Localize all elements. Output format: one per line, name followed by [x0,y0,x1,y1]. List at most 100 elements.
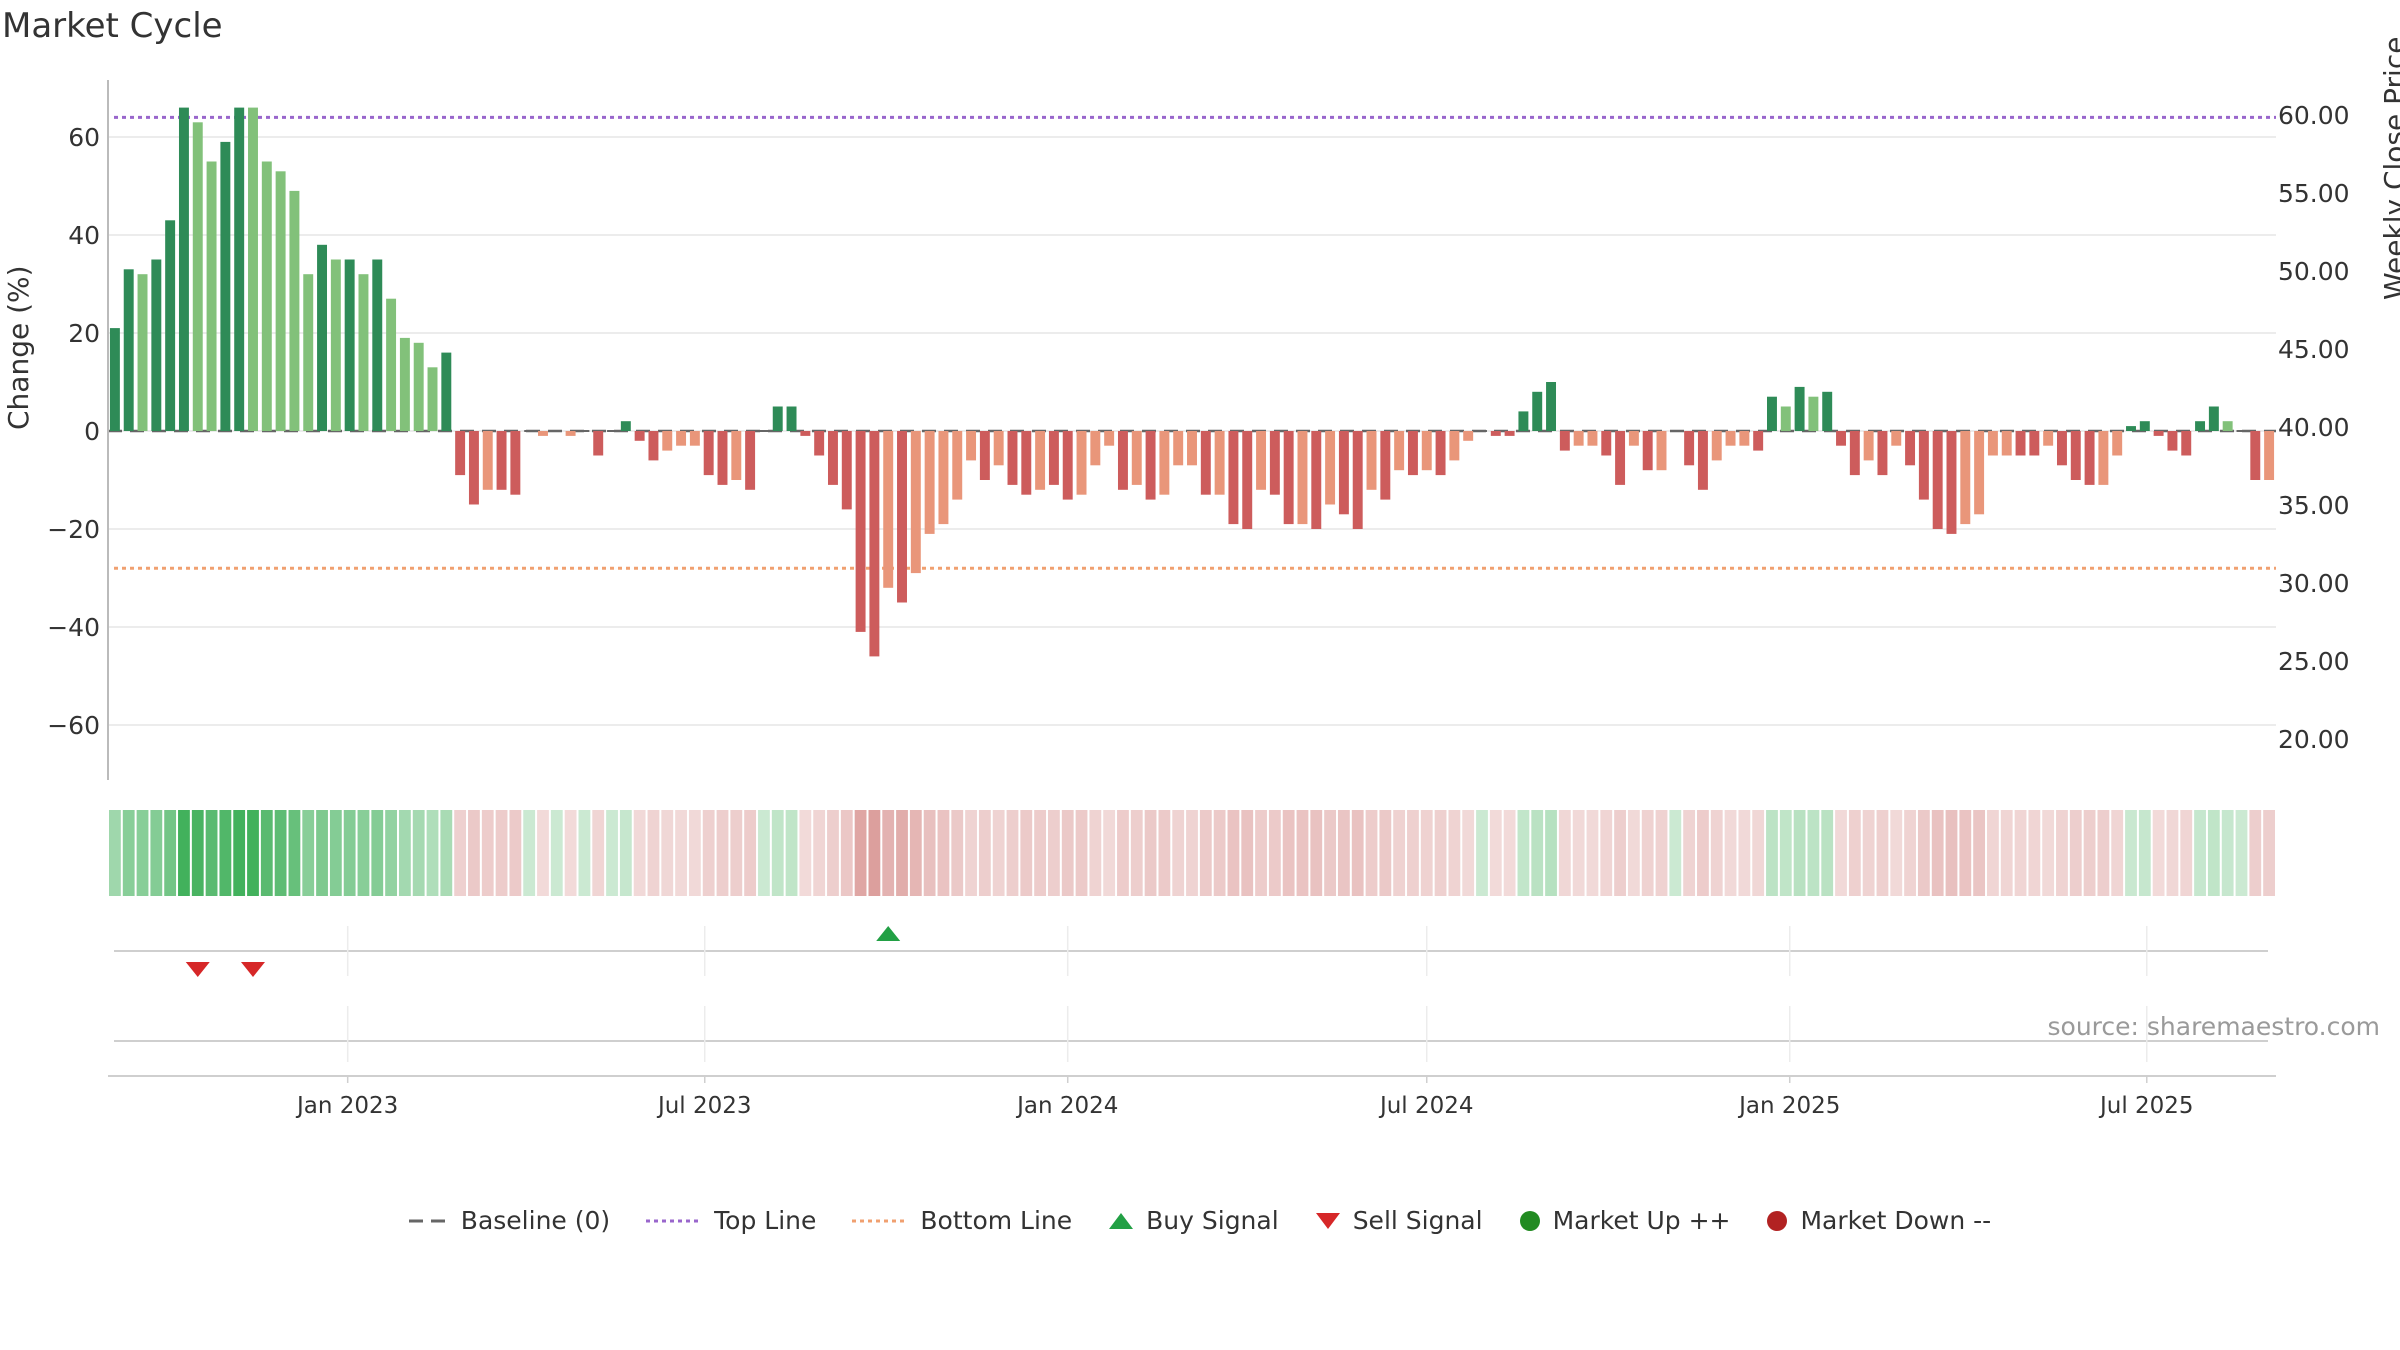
bar [648,431,659,461]
strip-cell [178,810,190,896]
strip-cell [1724,810,1737,896]
bar [1891,431,1902,446]
strip-cell [1917,810,1930,896]
bar [565,431,576,436]
strip-cell [274,810,287,896]
strip-cell [1144,810,1157,896]
strip-cell [1379,810,1392,896]
bar [1131,431,1142,485]
y-tick-label: −60 [47,711,100,740]
legend-label: Sell Signal [1352,1206,1483,1235]
bar [1628,431,1639,446]
strip-cell [771,810,784,896]
strip-cell [1779,810,1792,896]
bar [2167,431,2178,451]
y-tick-label: −40 [47,613,100,642]
strip-cell [426,810,439,896]
bar [1615,431,1626,485]
strip-cell [785,810,798,896]
signal-panel [108,926,2276,1077]
bar [1104,431,1115,446]
bar [165,220,176,431]
bar [317,244,328,431]
bar [662,431,673,451]
bar [1767,396,1777,431]
strip-cell [1669,810,1682,896]
x-tick-label: Jul 2023 [656,1093,752,1119]
bar [413,342,424,431]
bar [344,259,355,431]
strip-cell [647,810,660,896]
strip-cell [1890,810,1903,896]
bar [1490,431,1501,436]
strip-cell [109,810,121,896]
bar [358,274,369,431]
strip-cell [1006,810,1019,896]
strip-cell [371,810,384,896]
bar [2056,431,2067,466]
strip-cell [1683,810,1696,896]
strip-cell [1351,810,1364,896]
bar [2015,431,2026,456]
legend-label: Market Up ++ [1552,1206,1731,1235]
strip-cell [1117,810,1129,896]
strip-cell [454,810,467,896]
bar [2001,431,2012,456]
bar [1587,431,1598,446]
strip-cell [1310,810,1323,896]
strip-cell [868,810,881,896]
bar [1187,431,1197,466]
strip-cell [1655,810,1668,896]
strip-cell [2028,810,2041,896]
bar [289,190,300,431]
bar [786,406,797,431]
bar [2195,421,2206,431]
bar [178,107,189,431]
strip-cell [1945,810,1958,896]
strip-cell [329,810,342,896]
strip-cell [1227,810,1240,896]
bar [1794,386,1805,431]
strip-cell [1048,810,1060,896]
bar [1048,431,1059,485]
strip-cell [744,810,757,896]
bar [1021,431,1032,495]
bar [1863,431,1874,461]
strip-cell [495,810,508,896]
strip-cell [992,810,1005,896]
bar [303,274,314,431]
bar [1477,430,1487,432]
strip-cell [730,810,743,896]
strip-cell [2014,810,2027,896]
dotted-purple-line-icon [646,1219,703,1222]
bar [109,328,120,431]
strip-cell [688,810,701,896]
y-axis-label: Change (%) [2,265,35,430]
bar [1366,431,1377,490]
y2-tick-label: 60.00 [2278,101,2350,130]
bar [966,431,977,461]
bar [1242,431,1253,529]
strip-cell [537,810,549,896]
strip-cell [1572,810,1585,896]
strip-cell [1061,810,1074,896]
strip-cell [2180,810,2193,896]
bar [1739,431,1750,446]
bar [1822,391,1833,431]
strip-cell [965,810,977,896]
strip-cell [1987,810,1999,896]
strip-cell [1821,810,1834,896]
legend-item-buy: Buy Signal [1108,1206,1279,1235]
bar [2139,421,2150,431]
bar [1325,431,1336,505]
strip-cell [385,810,397,896]
strip-cell [1130,810,1143,896]
bar [676,431,687,446]
bar [399,337,410,431]
bar [1780,406,1791,431]
bar [1877,431,1888,476]
strip-cell [150,810,163,896]
y2-axis-label: Weekly Close Price [2378,36,2400,300]
bar [1532,391,1543,431]
strip-cell [1862,810,1875,896]
